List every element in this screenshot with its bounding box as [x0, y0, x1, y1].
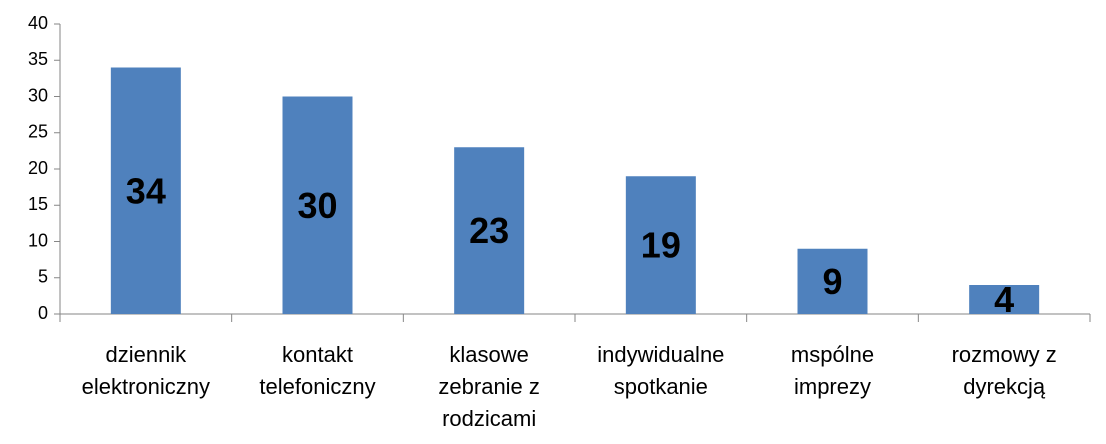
x-tick-label: mspólne imprezy	[791, 342, 874, 399]
data-label: 4	[994, 279, 1014, 320]
bar	[282, 96, 353, 314]
y-tick-label: 30	[28, 85, 48, 105]
x-tick-label-line: spotkanie	[614, 374, 708, 399]
y-tick-label: 25	[28, 122, 48, 142]
bar	[454, 147, 525, 314]
y-tick-label: 20	[28, 158, 48, 178]
data-label: 34	[126, 170, 166, 211]
data-label: 19	[641, 225, 681, 266]
y-tick-label: 0	[38, 303, 48, 323]
y-tick-label: 10	[28, 230, 48, 250]
x-tick-label-line: indywidualne	[597, 342, 724, 367]
x-tick-label-line: elektroniczny	[82, 374, 210, 399]
data-label: 30	[297, 185, 337, 226]
x-tick-label-line: rodzicami	[442, 406, 536, 431]
x-tick-label-line: telefoniczny	[259, 374, 375, 399]
x-tick-label: rozmowy z dyrekcją	[952, 342, 1057, 399]
x-tick-label-line: mspólne	[791, 342, 874, 367]
x-tick-label-line: kontakt	[282, 342, 353, 367]
y-tick-label: 15	[28, 194, 48, 214]
bar	[797, 248, 868, 314]
y-tick-label: 40	[28, 13, 48, 33]
x-tick-label-line: rozmowy z	[952, 342, 1057, 367]
x-tick-label-line: imprezy	[794, 374, 871, 399]
x-tick-label: dziennik elektroniczny	[82, 342, 210, 399]
bar	[625, 176, 696, 314]
x-tick-label-line: zebranie z	[438, 374, 540, 399]
bar	[110, 67, 181, 314]
x-tick-label-line: dyrekcją	[963, 374, 1046, 399]
y-tick-label: 35	[28, 49, 48, 69]
data-label: 9	[822, 261, 842, 302]
x-tick-label-line: klasowe	[449, 342, 528, 367]
x-tick-label: kontakt telefoniczny	[259, 342, 375, 399]
y-tick-label: 5	[38, 267, 48, 287]
x-tick-label: klasowe zebranie z rodzicami	[438, 342, 540, 431]
x-tick-label-line: dziennik	[105, 342, 187, 367]
bar	[969, 285, 1040, 314]
x-tick-label: indywidualne spotkanie	[597, 342, 724, 399]
data-label: 23	[469, 210, 509, 251]
